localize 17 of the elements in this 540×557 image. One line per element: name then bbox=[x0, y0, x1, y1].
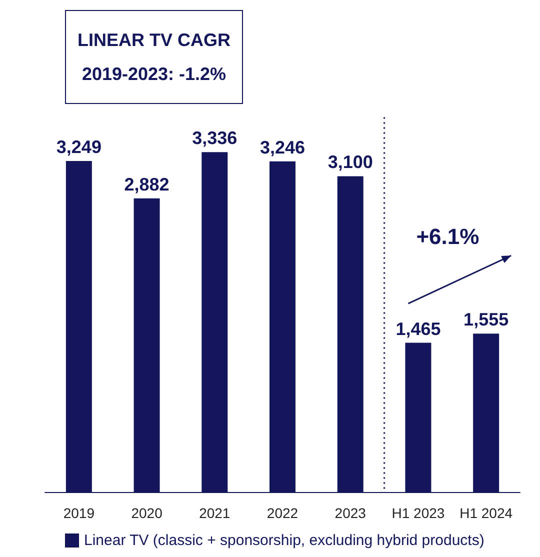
data-label: 3,246 bbox=[260, 137, 306, 158]
data-label: 3,249 bbox=[56, 137, 102, 158]
legend-label: Linear TV (classic + sponsorship, excluding hybrid products) bbox=[84, 532, 484, 549]
chart-title: LINEAR TV CAGR 2019-2023: -1.2% bbox=[65, 10, 243, 104]
x-tick-label: 2021 bbox=[199, 505, 230, 521]
data-label: 1,465 bbox=[396, 318, 441, 339]
data-label: 3,100 bbox=[328, 152, 373, 172]
x-tick-label: 2019 bbox=[63, 505, 95, 521]
x-tick-label: H1 2024 bbox=[460, 505, 513, 521]
data-label: 1,555 bbox=[464, 310, 509, 330]
x-tick-label: H1 2023 bbox=[392, 505, 445, 521]
annotation: +6.1% bbox=[416, 224, 480, 250]
x-tick-label: 2022 bbox=[266, 505, 298, 521]
x-tick-label: 2020 bbox=[131, 505, 163, 521]
x-tick-label: 2023 bbox=[334, 505, 366, 521]
data-label: 2,882 bbox=[124, 174, 170, 194]
data-label: 3,336 bbox=[192, 128, 238, 148]
